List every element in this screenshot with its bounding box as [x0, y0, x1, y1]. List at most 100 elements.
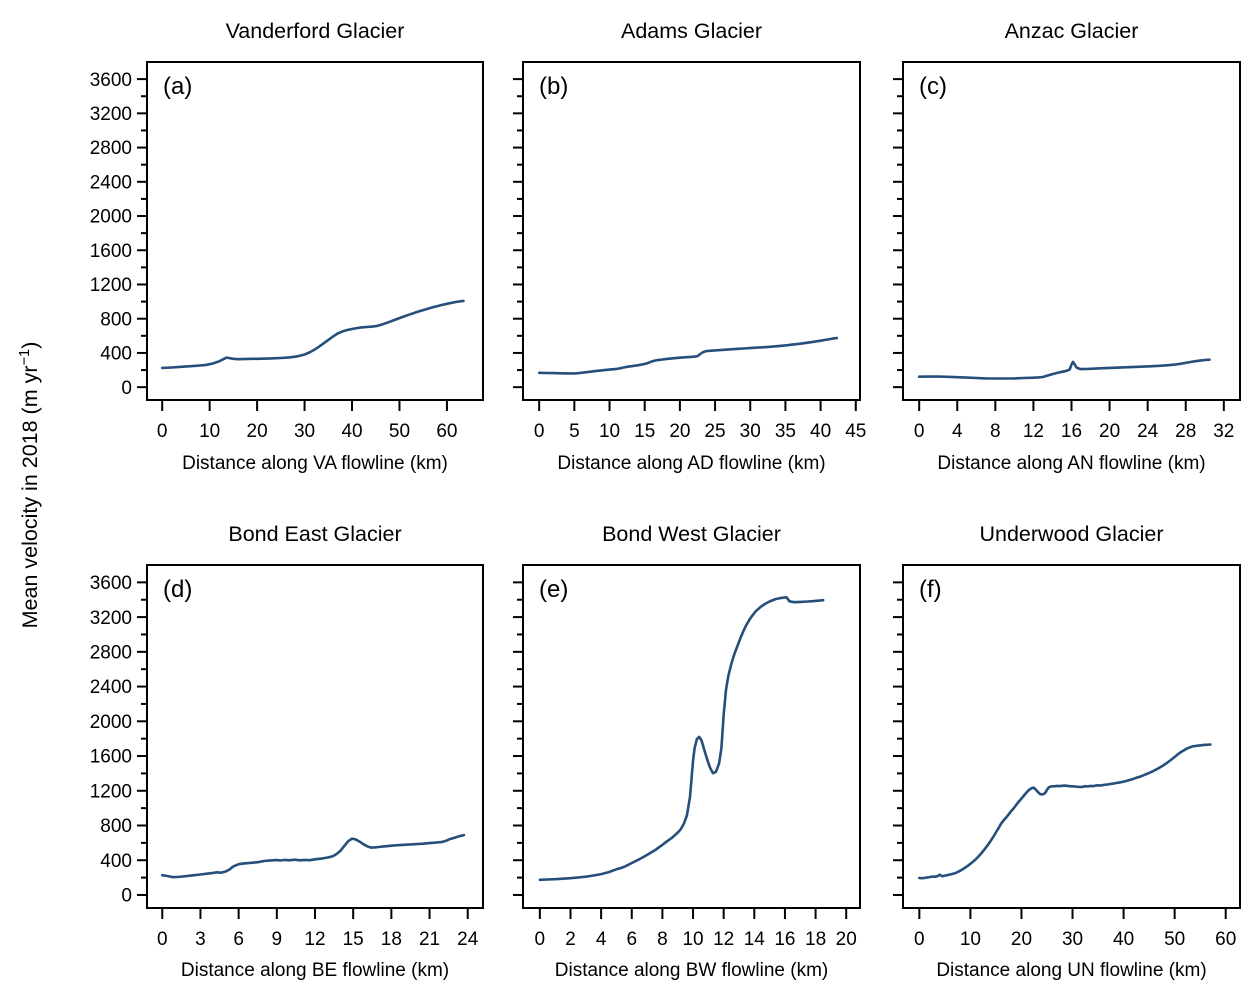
y-tick-label: 1600 — [90, 747, 132, 768]
y-tick-label: 3600 — [90, 70, 132, 91]
y-tick-label: 2400 — [90, 172, 132, 193]
x-tick-label: 10 — [682, 929, 703, 950]
x-tick-label: 16 — [774, 929, 795, 950]
velocity-series-e — [538, 595, 825, 882]
y-tick-label: 3600 — [90, 573, 132, 594]
panel-b: 0 5 10 15 20 25 30 35 40 45 — [513, 61, 866, 442]
y-tick-label: 1200 — [90, 781, 132, 802]
x-tick-label: 4 — [952, 421, 963, 442]
x-tick-label: 50 — [389, 421, 410, 442]
x-tick-label: 30 — [294, 421, 315, 442]
panel-letter-b: (b) — [539, 73, 569, 100]
panel-title-bond-east: Bond East Glacier — [228, 522, 402, 546]
y-tick-label: 400 — [100, 344, 132, 365]
x-axis-label-bw: Distance along BW flowline (km) — [554, 960, 829, 981]
y-axis-label-suffix: ) — [18, 341, 43, 349]
x-tick-label: 4 — [596, 929, 607, 950]
x-tick-label: 9 — [272, 929, 283, 950]
x-tick-label: 25 — [704, 421, 725, 442]
velocity-series-f — [917, 743, 1212, 880]
x-tick-label: 32 — [1213, 421, 1234, 442]
x-tick-label: 8 — [657, 929, 668, 950]
x-tick-label: 21 — [419, 929, 440, 950]
x-tick-label: 15 — [634, 421, 655, 442]
x-tick-label: 20 — [247, 421, 268, 442]
x-tick-label: 10 — [599, 421, 620, 442]
x-tick-label: 12 — [1023, 421, 1044, 442]
x-tick-label: 20 — [836, 929, 857, 950]
panel-letter-f: (f) — [919, 576, 942, 603]
y-tick-label: 0 — [121, 886, 132, 907]
x-tick-label: 15 — [343, 929, 364, 950]
panel-frame-d — [146, 564, 484, 909]
x-tick-label: 35 — [775, 421, 796, 442]
panel-a: 0 400 800 1200 1600 2000 2400 2800 3200 3600 0 10 20… — [90, 61, 484, 442]
panel-title-bond-west: Bond West Glacier — [602, 522, 781, 546]
x-tick-label: 16 — [1061, 421, 1082, 442]
panel-e: 0 2 4 6 8 10 12 14 16 18 20 — [513, 564, 861, 950]
x-tick-label: 6 — [626, 929, 637, 950]
x-tick-label: 45 — [845, 421, 866, 442]
velocity-series-a — [160, 299, 465, 370]
x-tick-label: 20 — [1099, 421, 1120, 442]
x-tick-label: 10 — [199, 421, 220, 442]
y-tick-label: 3200 — [90, 608, 132, 629]
panel-frame-c — [902, 61, 1241, 401]
x-tick-label: 60 — [1215, 929, 1236, 950]
x-axis-label-va: Distance along VA flowline (km) — [182, 453, 448, 474]
velocity-series-d — [161, 833, 466, 879]
x-axis-label-un: Distance along UN flowline (km) — [936, 960, 1207, 981]
x-axis-label-an: Distance along AN flowline (km) — [937, 453, 1206, 474]
x-tick-label: 30 — [740, 421, 761, 442]
x-tick-label: 12 — [713, 929, 734, 950]
x-tick-label: 40 — [1113, 929, 1134, 950]
x-tick-label: 0 — [914, 929, 925, 950]
y-tick-label: 3200 — [90, 104, 132, 125]
x-tick-label: 24 — [457, 929, 479, 950]
x-tick-label: 50 — [1164, 929, 1185, 950]
y-tick-label: 2800 — [90, 138, 132, 159]
x-tick-label: 60 — [436, 421, 457, 442]
x-tick-label: 40 — [810, 421, 831, 442]
x-tick-label: 0 — [534, 421, 545, 442]
x-tick-label: 14 — [744, 929, 766, 950]
velocity-series-b — [537, 336, 839, 375]
panel-frame-e — [522, 564, 861, 909]
y-tick-label: 0 — [121, 378, 132, 399]
y-tick-label: 2400 — [90, 677, 132, 698]
panel-frame-a — [146, 61, 484, 401]
x-axis-label-ad: Distance along AD flowline (km) — [557, 453, 826, 474]
panel-title-vanderford: Vanderford Glacier — [225, 19, 405, 43]
y-axis-label-text: Mean velocity in 2018 (m yr — [18, 365, 43, 629]
x-tick-label: 40 — [341, 421, 362, 442]
x-axis-label-be: Distance along BE flowline (km) — [180, 960, 450, 981]
x-tick-label: 18 — [805, 929, 826, 950]
x-tick-label: 6 — [233, 929, 244, 950]
x-tick-label: 30 — [1062, 929, 1083, 950]
y-tick-label: 2800 — [90, 642, 132, 663]
y-tick-label: 800 — [100, 816, 132, 837]
y-tick-label: 1200 — [90, 275, 132, 296]
x-tick-label: 2 — [565, 929, 576, 950]
panel-letter-c: (c) — [919, 73, 947, 100]
x-tick-label: 3 — [195, 929, 206, 950]
y-tick-label: 400 — [100, 851, 132, 872]
y-axis-label-superscript: −1 — [16, 348, 33, 366]
x-tick-label: 24 — [1137, 421, 1159, 442]
x-tick-label: 20 — [1011, 929, 1032, 950]
panel-letter-e: (e) — [539, 576, 569, 603]
panel-title-underwood: Underwood Glacier — [979, 522, 1164, 546]
x-tick-label: 12 — [304, 929, 325, 950]
x-tick-label: 0 — [914, 421, 925, 442]
y-axis-label: Mean velocity in 2018 (m yr−1) — [17, 342, 43, 629]
panel-frame-f — [902, 564, 1241, 909]
x-tick-label: 5 — [569, 421, 580, 442]
panel-c: 0 4 8 12 16 20 24 28 32 — [893, 61, 1241, 442]
y-tick-label: 2000 — [90, 207, 132, 228]
panel-letter-a: (a) — [163, 73, 193, 100]
y-tick-label: 1600 — [90, 241, 132, 262]
x-tick-label: 0 — [157, 929, 168, 950]
